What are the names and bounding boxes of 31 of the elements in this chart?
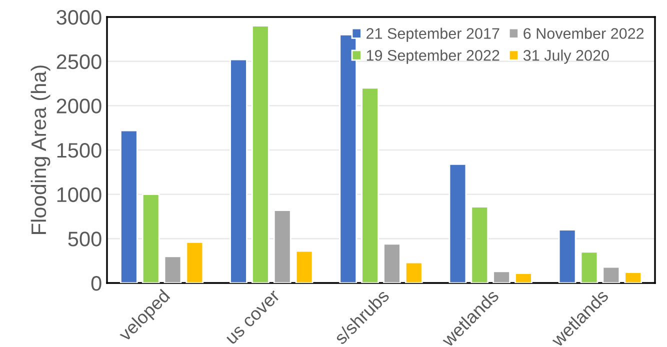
bar	[252, 25, 270, 283]
y-tick-label: 0	[91, 276, 102, 291]
y-tick-label: 3000	[56, 10, 102, 25]
bar	[470, 206, 489, 283]
bar	[404, 262, 423, 283]
y-axis-title: Flooding Area (ha)	[30, 66, 50, 234]
bar	[120, 130, 138, 283]
y-tick-label: 1000	[57, 187, 102, 202]
y-tick-label: 1500	[57, 143, 102, 158]
legend-label: 21 September 2017	[366, 28, 500, 42]
y-tick-label: 2000	[56, 98, 102, 114]
bar	[580, 251, 598, 283]
bar	[624, 272, 642, 283]
bar	[295, 250, 314, 283]
bar	[514, 272, 532, 283]
y-tick-label: 2500	[56, 54, 102, 70]
legend-label: 6 November 2022	[524, 28, 644, 39]
legend-label: 31 July 2020	[523, 50, 609, 64]
bar	[602, 266, 620, 283]
bar	[230, 58, 248, 283]
bar	[361, 87, 379, 283]
bar	[448, 163, 467, 283]
bar	[383, 243, 401, 283]
bar	[142, 194, 160, 283]
bar	[492, 270, 510, 283]
bar	[558, 229, 576, 283]
bar	[164, 256, 182, 283]
legend-label: 19 September 2022	[366, 50, 500, 64]
bar	[273, 210, 292, 283]
y-tick-label: 500	[68, 232, 102, 246]
bar	[186, 242, 204, 283]
